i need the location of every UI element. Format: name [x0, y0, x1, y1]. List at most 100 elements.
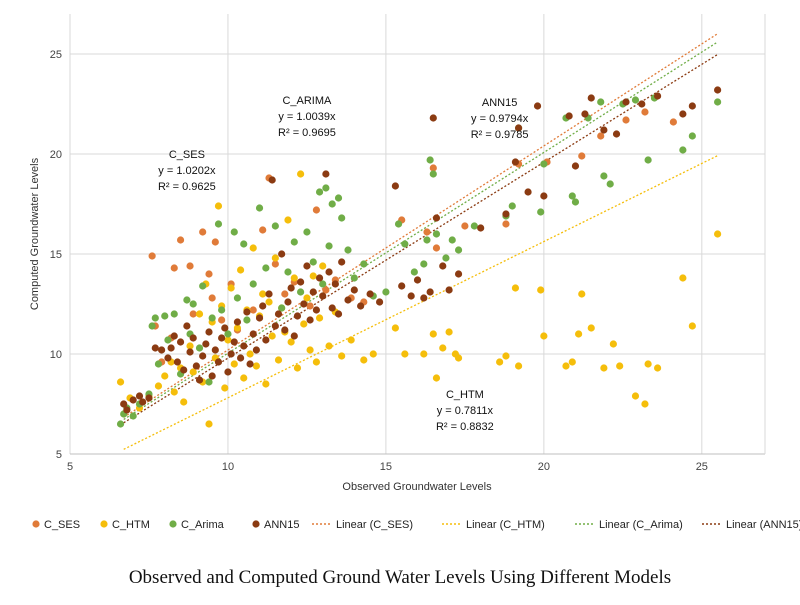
data-point — [638, 100, 646, 108]
data-point — [173, 358, 182, 366]
data-point — [445, 328, 453, 336]
data-point — [252, 362, 260, 370]
data-point — [511, 158, 520, 166]
annotation-line: R² = 0.8832 — [436, 421, 494, 433]
data-point — [578, 290, 586, 298]
data-point — [246, 350, 254, 358]
legend-marker — [32, 520, 40, 528]
data-point — [338, 214, 346, 222]
data-point — [644, 156, 652, 164]
data-point — [540, 160, 548, 168]
data-point — [265, 298, 273, 306]
gridlines — [69, 14, 766, 455]
data-point — [454, 246, 463, 254]
y-tick-labels: 5 10 15 20 25 — [50, 49, 62, 461]
plot-area — [70, 14, 765, 454]
data-point — [170, 388, 178, 396]
data-point — [278, 250, 286, 258]
data-point — [186, 342, 194, 350]
data-point — [413, 276, 422, 284]
data-point — [192, 362, 200, 370]
data-point — [439, 344, 447, 352]
data-point — [334, 194, 343, 202]
data-point — [151, 344, 159, 352]
data-point — [587, 94, 595, 102]
data-point — [398, 282, 406, 290]
data-point — [714, 230, 722, 238]
data-point — [262, 336, 270, 344]
annotation-line: R² = 0.9625 — [158, 181, 216, 193]
data-points — [116, 86, 722, 428]
data-point — [360, 260, 368, 268]
data-point — [679, 274, 687, 282]
data-point — [315, 188, 324, 196]
data-point — [306, 316, 314, 324]
data-point — [432, 374, 441, 382]
data-point — [420, 294, 428, 302]
data-point — [208, 372, 216, 380]
data-point — [331, 280, 339, 288]
x-tick-label: 5 — [67, 461, 73, 473]
data-point — [284, 268, 292, 276]
series-c-arima — [116, 94, 722, 428]
data-point — [394, 220, 403, 228]
data-point — [161, 372, 169, 380]
data-point — [249, 306, 257, 314]
data-point — [240, 240, 248, 248]
data-point — [135, 392, 144, 400]
data-point — [287, 338, 295, 346]
figure-caption: Observed and Computed Ground Water Level… — [129, 567, 671, 588]
data-point — [338, 352, 346, 360]
data-point — [502, 220, 510, 228]
trendline-c-ses — [123, 33, 718, 418]
y-axis-title: Computed Groundwater Levels — [29, 157, 41, 310]
data-point — [432, 214, 441, 222]
data-point — [334, 310, 343, 318]
data-point — [714, 98, 722, 106]
x-tick-label: 20 — [538, 461, 550, 473]
data-point — [502, 210, 510, 218]
data-point — [454, 270, 463, 278]
annotation-line: C_ARIMA — [282, 95, 332, 107]
data-point — [350, 286, 358, 294]
data-point — [429, 114, 437, 122]
data-point — [218, 316, 226, 324]
data-point — [571, 198, 580, 206]
annotation-line: y = 1.0202x — [158, 165, 216, 177]
data-point — [511, 284, 520, 292]
data-point — [325, 268, 333, 276]
data-point — [195, 344, 204, 352]
data-point — [161, 312, 169, 320]
data-point — [151, 314, 159, 322]
annotation-line: C_HTM — [446, 389, 484, 401]
data-point — [205, 420, 213, 428]
data-point — [214, 220, 223, 228]
data-point — [233, 324, 242, 332]
y-tick-label: 20 — [50, 149, 62, 161]
data-point — [230, 360, 238, 368]
series-ann15 — [120, 86, 722, 414]
data-point — [641, 108, 649, 116]
annotation-line: y = 1.0039x — [278, 111, 336, 123]
data-point — [243, 316, 251, 324]
data-point — [170, 310, 178, 318]
data-point — [199, 282, 207, 290]
data-point — [653, 364, 662, 372]
data-point — [442, 254, 450, 262]
data-point — [176, 236, 185, 244]
data-point — [274, 356, 283, 364]
data-point — [129, 396, 137, 404]
data-point — [262, 264, 270, 272]
data-point — [199, 228, 207, 236]
annotation-line: C_SES — [169, 149, 205, 161]
data-point — [429, 170, 437, 178]
data-point — [154, 360, 163, 368]
data-point — [227, 350, 235, 358]
data-point — [287, 284, 295, 292]
data-point — [297, 278, 305, 286]
legend-label: Linear (ANN15) — [726, 519, 800, 531]
annotation-line: y = 0.9794x — [471, 113, 529, 125]
data-point — [679, 146, 687, 154]
data-point — [429, 164, 437, 172]
data-point — [714, 86, 722, 94]
